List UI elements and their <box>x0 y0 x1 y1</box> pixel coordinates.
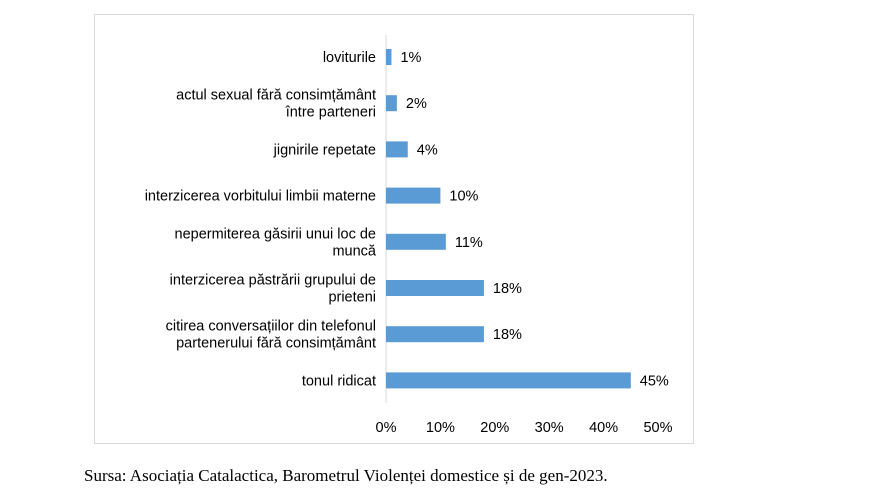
value-label: 11% <box>455 235 483 251</box>
category-label: loviturile <box>323 50 376 66</box>
bar-chart: loviturile actul sexual fără consimțământ… <box>145 35 673 436</box>
category-label: partenerului fără consimțământ <box>176 336 376 352</box>
value-label: 45% <box>640 373 669 389</box>
category-label: interzicerea vorbitului limbii materne <box>145 189 376 205</box>
category-label: prieteni <box>328 290 376 306</box>
bar <box>386 233 446 250</box>
x-axis-ticks: 0% 10% 20% 30% 40% 50% <box>376 420 673 436</box>
source-note: Sursa: Asociația Catalactica, Barometrul… <box>84 466 608 485</box>
value-label: 1% <box>400 50 421 66</box>
bar <box>386 95 397 112</box>
bars-layer <box>386 49 631 389</box>
bar <box>386 280 484 296</box>
chart-frame: loviturile actul sexual fără consimțământ… <box>94 14 694 444</box>
bar <box>386 372 631 389</box>
x-tick-label: 30% <box>535 420 564 436</box>
category-label: interzicerea păstrării grupului de <box>170 273 376 289</box>
x-tick-label: 40% <box>589 420 618 436</box>
value-label: 2% <box>406 96 427 112</box>
x-tick-label: 10% <box>426 420 455 436</box>
value-label: 18% <box>493 281 522 297</box>
category-label: jignirile repetate <box>273 142 376 158</box>
value-label: 18% <box>493 327 522 343</box>
x-tick-label: 50% <box>643 420 672 436</box>
value-label: 10% <box>449 189 478 205</box>
category-labels: loviturile actul sexual fără consimțământ… <box>145 50 377 389</box>
category-label: nepermiterea găsirii unui loc de <box>175 226 377 242</box>
category-label: citirea conversațiilor din telefonul <box>166 319 376 335</box>
bar <box>386 49 392 65</box>
category-label: actul sexual fără consimțământ <box>176 88 376 104</box>
category-label: între parteneri <box>285 105 376 121</box>
category-label: tonul ridicat <box>302 373 376 389</box>
x-tick-label: 0% <box>376 420 397 436</box>
bar <box>386 187 441 204</box>
category-label: muncă <box>332 243 376 259</box>
x-tick-label: 20% <box>480 420 509 436</box>
value-label: 4% <box>417 142 438 158</box>
value-labels: 1% 2% 4% 10% 11% 18% 18% 45% <box>400 50 668 389</box>
bar <box>386 141 408 158</box>
bar <box>386 326 484 343</box>
